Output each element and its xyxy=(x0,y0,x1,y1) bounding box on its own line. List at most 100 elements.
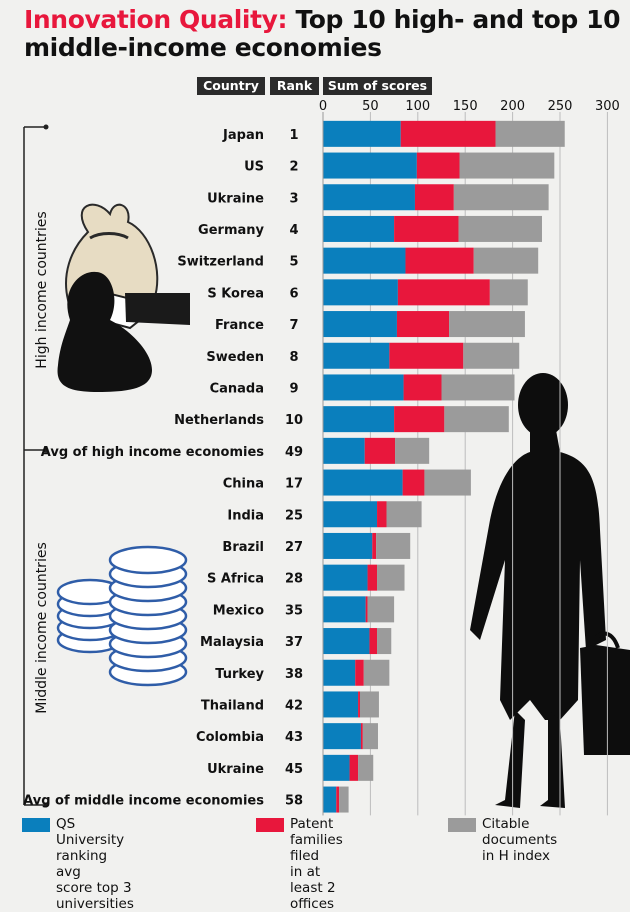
bar-segment-qs xyxy=(323,152,417,179)
bar-segment-qs xyxy=(323,311,397,338)
bar-segment-qs xyxy=(323,691,359,718)
rank-label: 10 xyxy=(285,413,303,428)
bar-segment-citable xyxy=(367,596,395,623)
legend-citable-line1: Citable documents xyxy=(482,816,558,848)
bar-segment-citable xyxy=(339,786,349,813)
legend-swatch-qs xyxy=(22,818,50,832)
bar-segment-patent xyxy=(416,152,460,179)
country-label: Canada xyxy=(210,381,264,396)
rank-label: 7 xyxy=(289,318,298,333)
country-label: Netherlands xyxy=(174,413,264,428)
bar-segment-citable xyxy=(424,469,471,496)
country-label: Brazil xyxy=(222,540,264,555)
bar-segment-qs xyxy=(323,532,373,559)
bar-segment-citable xyxy=(395,437,430,464)
legend-swatch-citable xyxy=(448,818,476,832)
x-tick-label: 250 xyxy=(548,99,573,114)
x-tick-label: 200 xyxy=(500,99,525,114)
bar-segment-patent xyxy=(414,184,454,211)
country-label: Malaysia xyxy=(200,635,264,650)
country-label: Avg of middle income economies xyxy=(23,794,264,809)
bar-segment-patent xyxy=(400,120,496,147)
legend-qs-line2: score top 3 universities xyxy=(56,880,134,912)
bar-segment-qs xyxy=(323,406,395,433)
rank-label: 6 xyxy=(289,286,298,301)
rank-label: 9 xyxy=(289,381,298,396)
bar-segment-patent xyxy=(394,406,445,433)
bar-segment-qs xyxy=(323,628,370,655)
bar-segment-qs xyxy=(323,184,415,211)
x-tick-label: 50 xyxy=(362,99,379,114)
bar-segment-patent xyxy=(397,279,490,306)
bar-segment-qs xyxy=(323,437,365,464)
rank-label: 35 xyxy=(285,603,303,618)
bar-segment-citable xyxy=(495,120,565,147)
bar-segment-patent xyxy=(372,532,377,559)
money-bag-icon xyxy=(57,203,190,392)
header-country: Country xyxy=(197,77,265,95)
bar-segment-patent xyxy=(358,691,360,718)
title-line2: middle-income economies xyxy=(24,33,382,62)
country-label: Japan xyxy=(222,128,264,143)
bar-segment-qs xyxy=(323,754,350,781)
country-label: Switzerland xyxy=(177,255,264,270)
bar-segment-citable xyxy=(459,152,555,179)
group-label-middle: Middle income countries xyxy=(34,542,50,713)
bar-segment-qs xyxy=(323,659,356,686)
bar-segment-citable xyxy=(449,311,525,338)
chart-title: Innovation Quality: Top 10 high- and top… xyxy=(24,6,624,62)
country-label: Avg of high income economies xyxy=(41,445,265,460)
country-label: Ukraine xyxy=(207,191,264,206)
bar-segment-qs xyxy=(323,596,366,623)
bar-segment-qs xyxy=(323,342,390,369)
country-label: Colombia xyxy=(196,730,264,745)
bar-segment-citable xyxy=(363,659,390,686)
x-tick-label: 0 xyxy=(319,99,327,114)
rank-label: 45 xyxy=(285,762,303,777)
bar-segment-citable xyxy=(441,374,515,401)
country-label: Sweden xyxy=(206,350,264,365)
bar-segment-patent xyxy=(394,215,459,242)
rank-label: 58 xyxy=(285,794,303,809)
rank-label: 8 xyxy=(289,350,298,365)
title-highlight: Innovation Quality: xyxy=(24,5,288,34)
x-tick-label: 150 xyxy=(453,99,478,114)
bracket-dot-middle-avg xyxy=(43,802,49,808)
bar-segment-patent xyxy=(402,469,425,496)
country-label: Germany xyxy=(198,223,264,238)
bar-segment-patent xyxy=(389,342,464,369)
bar-segment-citable xyxy=(386,501,422,528)
rank-label: 49 xyxy=(285,445,303,460)
legend-patent-line1: Patent families filed xyxy=(290,816,343,864)
country-label: S Africa xyxy=(207,572,264,587)
coin-stack-icon xyxy=(56,545,188,687)
title-line1: Top 10 high- and top 10 xyxy=(295,5,621,34)
bar-segment-patent xyxy=(365,596,368,623)
country-label: France xyxy=(215,318,264,333)
bar-segment-citable xyxy=(463,342,520,369)
rank-label: 38 xyxy=(285,667,303,682)
country-label: China xyxy=(223,477,264,492)
country-label: Mexico xyxy=(213,603,264,618)
bar-segment-qs xyxy=(323,786,337,813)
group-label-high: High income countries xyxy=(34,211,50,368)
x-tick-label: 100 xyxy=(405,99,430,114)
bracket-dot-top xyxy=(43,124,49,130)
bar-segment-citable xyxy=(376,532,411,559)
rank-label: 37 xyxy=(285,635,303,650)
bar-segment-citable xyxy=(489,279,528,306)
rank-label: 1 xyxy=(289,128,298,143)
bar-segment-citable xyxy=(359,691,379,718)
bar-segment-qs xyxy=(323,723,361,750)
legend-citable-line2: in H index xyxy=(482,848,550,864)
bar-segment-patent xyxy=(396,311,450,338)
bar-segment-citable xyxy=(444,406,509,433)
rank-label: 2 xyxy=(289,160,298,175)
bar-segment-patent xyxy=(349,754,359,781)
group-bracket xyxy=(23,126,46,806)
bar-segment-citable xyxy=(473,247,539,274)
bar-segment-qs xyxy=(323,120,401,147)
rank-label: 3 xyxy=(289,191,298,206)
legend-patent-line2: in at least 2 offices xyxy=(290,864,336,912)
bar-segment-citable xyxy=(458,215,542,242)
